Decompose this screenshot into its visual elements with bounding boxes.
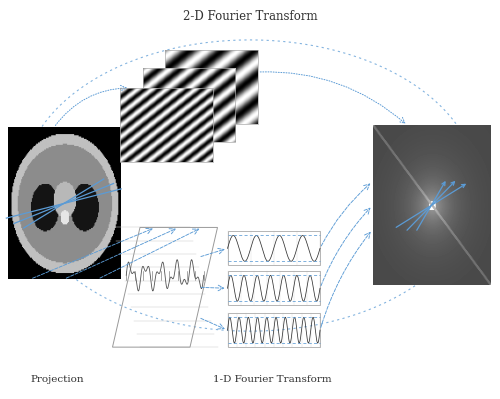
Bar bbox=[228, 313, 320, 347]
Bar bbox=[142, 68, 235, 142]
Bar bbox=[165, 50, 258, 124]
Bar bbox=[228, 231, 320, 265]
Text: 1-D Fourier Transform: 1-D Fourier Transform bbox=[213, 375, 332, 384]
Text: 2-D Fourier Transform: 2-D Fourier Transform bbox=[182, 10, 318, 23]
Bar bbox=[120, 88, 212, 162]
Text: Projection: Projection bbox=[30, 375, 84, 384]
Bar bbox=[228, 271, 320, 305]
